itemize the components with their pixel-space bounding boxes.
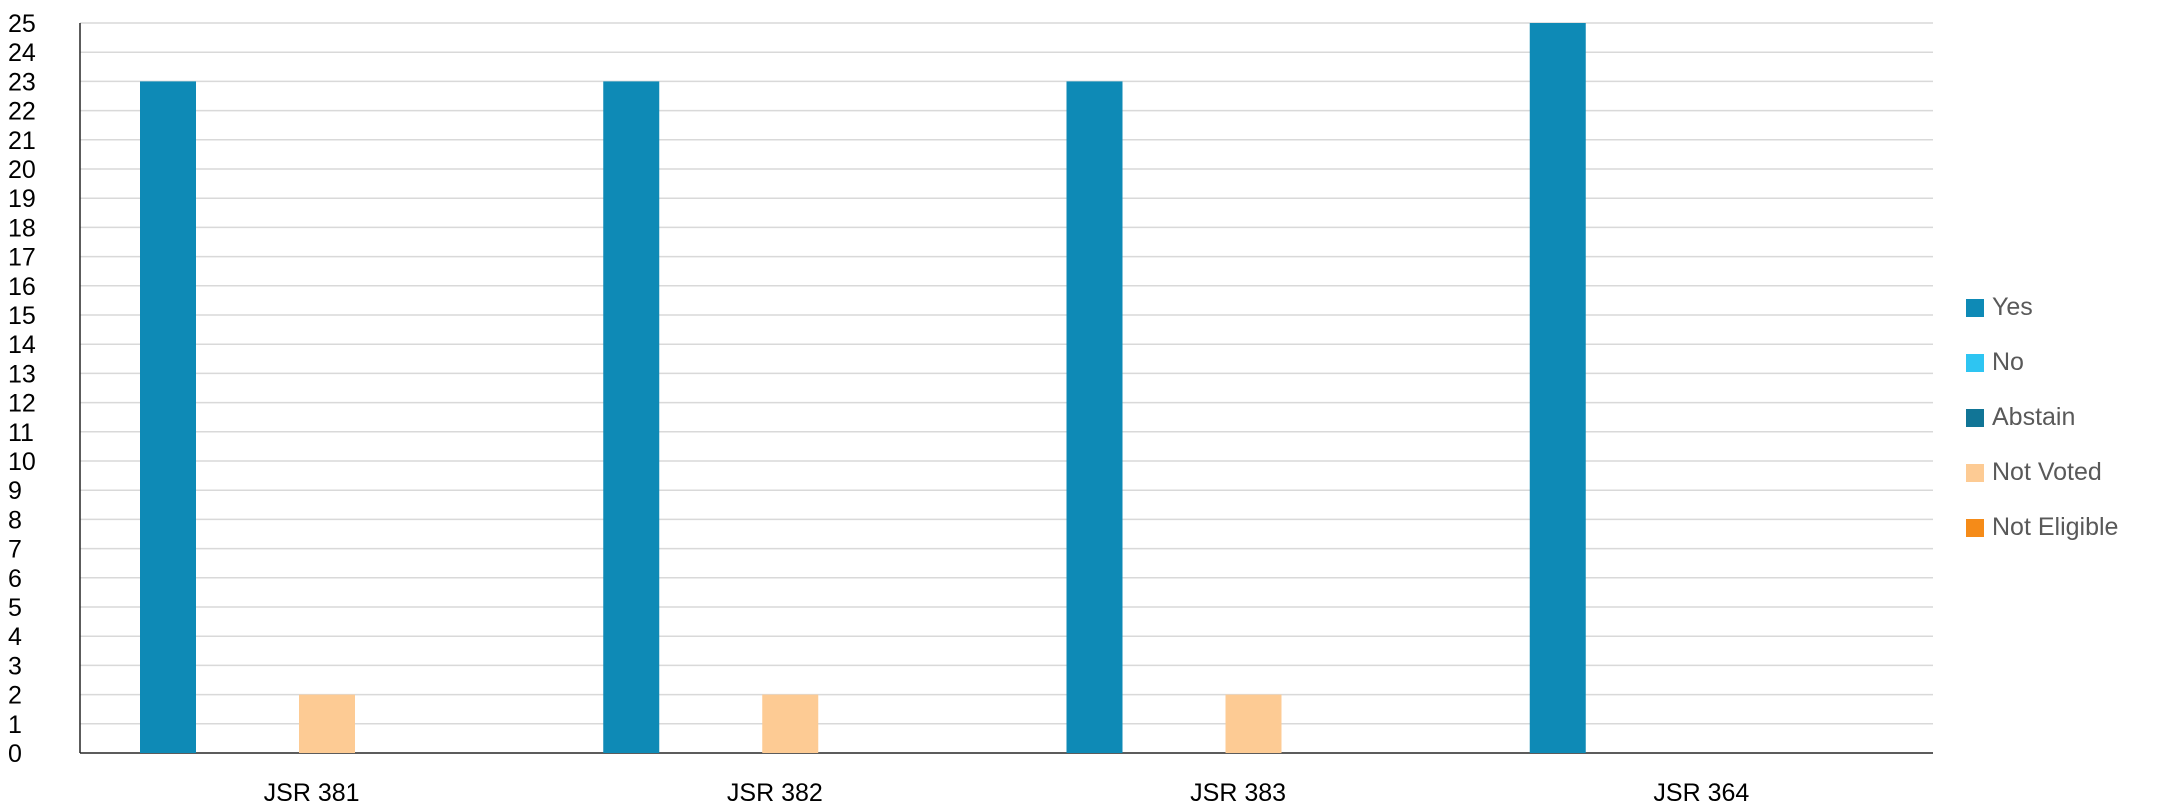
y-tick-label: 22 (8, 98, 36, 126)
y-tick-label: 16 (8, 273, 36, 301)
y-tick-label: 12 (8, 390, 36, 418)
y-tick-label: 5 (8, 594, 22, 622)
y-tick-label: 2 (8, 682, 22, 710)
y-tick-label: 4 (8, 623, 22, 651)
legend-label: No (1992, 348, 2024, 377)
y-tick-label: 10 (8, 448, 36, 476)
y-tick-label: 0 (8, 740, 22, 768)
bar-not-voted (299, 695, 355, 753)
y-tick-label: 6 (8, 565, 22, 593)
legend-label: Abstain (1992, 403, 2075, 432)
legend-item: Yes (1966, 280, 2156, 335)
y-tick-label: 24 (8, 39, 36, 67)
chart-legend: Yes No Abstain Not Voted Not Eligible (1966, 280, 2156, 555)
bar-yes (1067, 81, 1123, 753)
x-tick-label: JSR 382 (727, 779, 823, 807)
y-tick-label: 23 (8, 68, 36, 96)
y-tick-label: 3 (8, 652, 22, 680)
y-tick-label: 17 (8, 244, 36, 272)
x-tick-label: JSR 381 (264, 779, 360, 807)
y-tick-label: 21 (8, 127, 36, 155)
bar-yes (1530, 23, 1586, 753)
bar-not-voted (1226, 695, 1282, 753)
legend-item: Not Eligible (1966, 500, 2156, 555)
y-tick-label: 9 (8, 477, 22, 505)
legend-swatch (1966, 519, 1984, 537)
legend-swatch (1966, 464, 1984, 482)
y-tick-label: 15 (8, 302, 36, 330)
y-tick-label: 13 (8, 360, 36, 388)
bar-not-voted (762, 695, 818, 753)
legend-label: Yes (1992, 293, 2033, 322)
legend-swatch (1966, 299, 1984, 317)
x-tick-label: JSR 364 (1653, 779, 1749, 807)
legend-item: No (1966, 335, 2156, 390)
y-tick-label: 11 (8, 419, 34, 447)
y-tick-label: 1 (8, 711, 22, 739)
y-tick-label: 25 (8, 10, 36, 38)
x-tick-label: JSR 383 (1190, 779, 1286, 807)
y-tick-label: 18 (8, 214, 36, 242)
legend-item: Not Voted (1966, 445, 2156, 500)
y-tick-label: 8 (8, 506, 22, 534)
legend-item: Abstain (1966, 390, 2156, 445)
y-tick-label: 20 (8, 156, 36, 184)
legend-swatch (1966, 354, 1984, 372)
legend-label: Not Voted (1992, 458, 2102, 487)
legend-swatch (1966, 409, 1984, 427)
y-tick-label: 14 (8, 331, 36, 359)
legend-label: Not Eligible (1992, 513, 2118, 542)
y-tick-label: 7 (8, 536, 22, 564)
y-tick-label: 19 (8, 185, 36, 213)
bar-yes (603, 81, 659, 753)
bar-yes (140, 81, 196, 753)
